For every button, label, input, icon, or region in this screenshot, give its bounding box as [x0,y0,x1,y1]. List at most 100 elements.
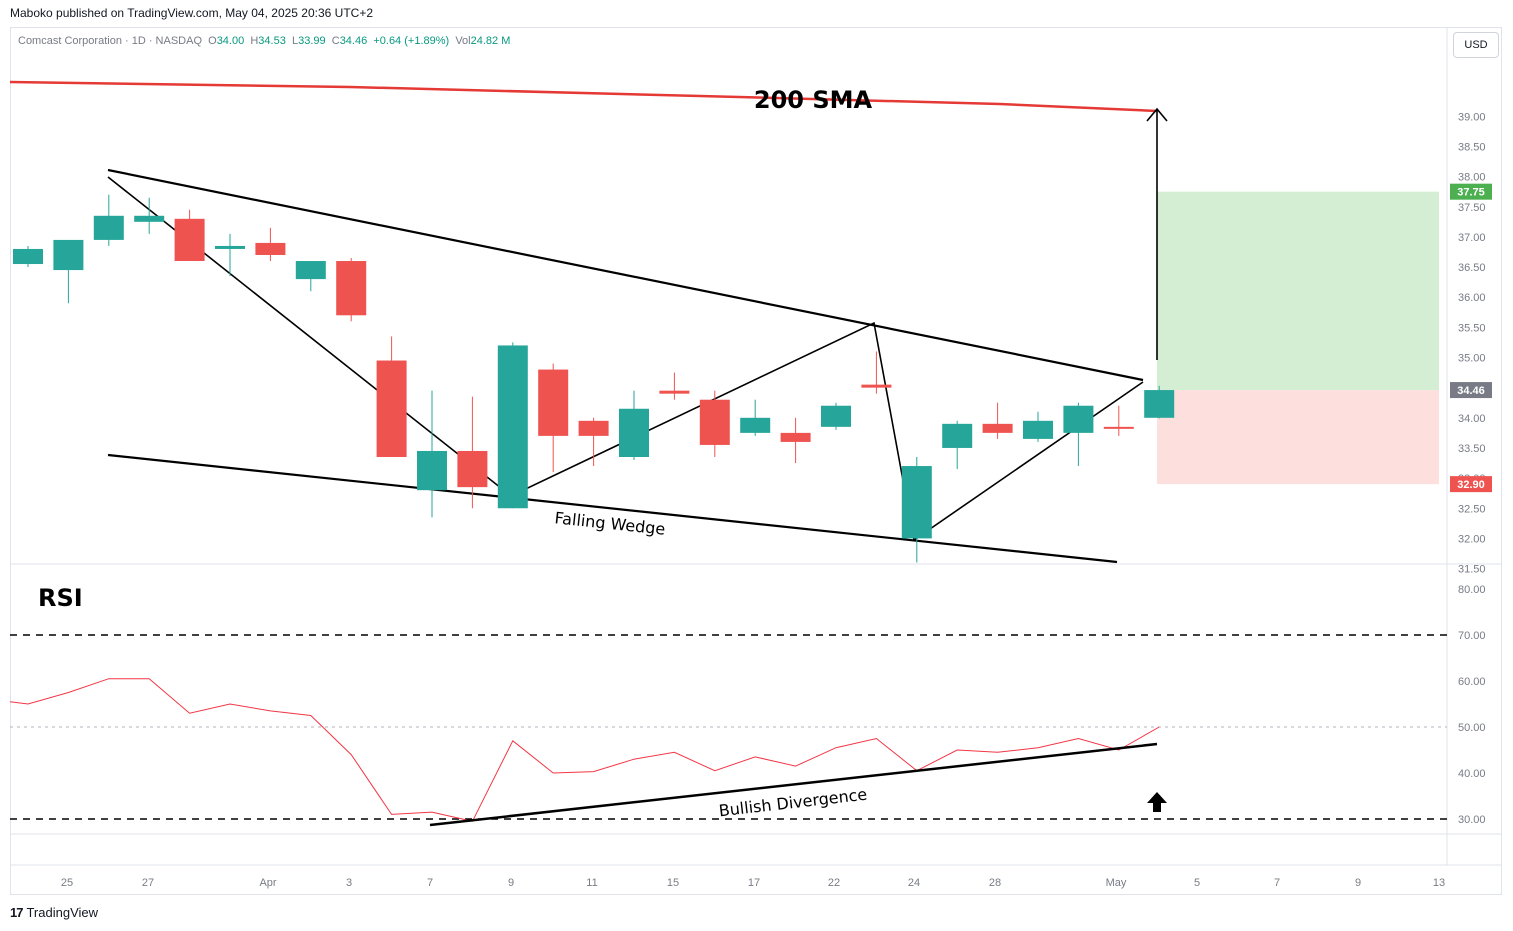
rsi-tick-label: 30.00 [1458,814,1486,826]
open-label: O [208,35,217,47]
sma-annotation: 200 SMA [754,86,873,114]
divergence-trendline[interactable] [429,742,1158,827]
target-zone[interactable] [1157,191,1439,391]
candle-body[interactable] [1063,405,1094,433]
wedge-lower-trendline[interactable] [107,453,1118,564]
price-tick-label: 38.50 [1458,141,1486,153]
price-tick-label: 31.50 [1458,564,1486,576]
price-tick-label: 38.00 [1458,172,1486,184]
candle-body[interactable] [215,245,245,249]
candle-body[interactable] [13,248,43,265]
candle-body[interactable] [1103,426,1134,429]
volume-label: Vol [455,35,471,47]
price-tick-label: 35.50 [1458,322,1486,334]
time-tick-label: 5 [1194,877,1200,889]
low-label: L [291,35,299,47]
price-tick-label: 37.50 [1458,202,1486,214]
price-tick-label: 32.00 [1458,533,1486,545]
high-value: 34.53 [258,35,286,47]
time-tick-label: 22 [828,877,840,889]
time-tick-label: 24 [908,877,920,889]
candle-body[interactable] [53,239,84,271]
tradingview-logo-icon: 17 [10,905,24,920]
candle-body[interactable] [982,423,1013,433]
wedge-upper-trendline[interactable] [107,168,1144,382]
candle-body[interactable] [942,423,973,448]
rsi-tick-label: 70.00 [1458,630,1486,642]
close-value: 34.46 [339,35,368,47]
candle-body[interactable] [134,215,165,222]
price-tick-label: 35.00 [1458,353,1486,365]
target-price-label-bg [1450,183,1492,200]
target-price-label: 37.75 [1457,187,1485,199]
price-tick-label: 39.00 [1458,111,1486,123]
currency-button[interactable]: USD [1453,32,1499,58]
time-tick-label: 9 [1355,877,1361,889]
time-tick-label: 11 [586,877,597,889]
time-tick-label: 13 [1433,877,1445,889]
time-tick-label: 17 [748,877,760,889]
volume-value: 24.82 M [470,35,511,47]
time-tick-label: 27 [142,877,154,889]
candle-body[interactable] [619,408,649,457]
candle-body[interactable] [376,360,407,457]
time-tick-label: 28 [989,877,1001,889]
change-value: +0.64 (+1.89%) [373,35,450,47]
candle-body[interactable] [93,215,124,240]
candle-body[interactable] [255,242,286,255]
rsi-line[interactable] [9,678,1160,822]
high-label: H [250,35,259,47]
price-tick-label: 34.00 [1458,413,1486,425]
candle-body[interactable] [1144,390,1175,418]
rsi-tick-label: 40.00 [1458,768,1486,780]
stop-price-label-bg [1450,476,1492,493]
candle-body[interactable] [821,405,851,427]
candle-body[interactable] [497,345,528,509]
candle-body[interactable] [578,420,609,436]
time-tick-label: 7 [1274,877,1280,889]
candle-body[interactable] [740,417,771,433]
price-tick-label: 36.50 [1458,262,1486,274]
bullish-arrow-icon [1147,792,1167,812]
candle-body[interactable] [295,261,326,280]
candle-body[interactable] [457,450,488,488]
candle-body[interactable] [699,399,730,445]
time-tick-label: 7 [427,877,433,889]
candle-body[interactable] [861,384,892,388]
stop-zone[interactable] [1157,390,1439,485]
symbol-name[interactable]: Comcast Corporation · 1D · NASDAQ [18,35,202,47]
candle-body[interactable] [538,369,569,436]
publisher-header: Maboko published on TradingView.com, May… [10,6,373,20]
rsi-tick-label: 50.00 [1458,722,1486,734]
candle-body[interactable] [417,450,447,491]
candle-body[interactable] [780,432,811,442]
open-value: 34.00 [216,35,245,47]
candle-body[interactable] [901,466,932,539]
price-tick-label: 37.00 [1458,232,1486,244]
entry-price-label-bg [1450,382,1492,399]
sma-200-line[interactable] [9,80,1158,113]
footer-brand[interactable]: 17 TradingView [10,905,98,920]
close-label: C [331,35,340,47]
wave-path[interactable] [107,176,1144,542]
projection-arrowhead-icon [1146,107,1168,122]
price-tick-label: 32.50 [1458,503,1486,515]
low-value: 33.99 [298,35,326,47]
price-tick-label: 33.50 [1458,443,1486,455]
time-tick-label: 3 [346,877,352,889]
chart-frame[interactable] [10,27,1502,895]
price-tick-label: 36.00 [1458,292,1486,304]
symbol-legend: Comcast Corporation · 1D · NASDAQ O34.00… [18,35,510,47]
rsi-tick-label: 80.00 [1458,584,1486,596]
candle-body[interactable] [1023,420,1053,439]
stop-price-label: 32.90 [1457,479,1485,491]
time-tick-label: 25 [61,877,73,889]
candle-body[interactable] [336,261,367,316]
rsi-pane-title: RSI [38,584,83,612]
time-tick-label: 15 [667,877,679,889]
brand-name: TradingView [26,905,99,920]
candle-body[interactable] [174,218,205,262]
candle-body[interactable] [659,390,690,394]
rsi-tick-label: 60.00 [1458,676,1486,688]
